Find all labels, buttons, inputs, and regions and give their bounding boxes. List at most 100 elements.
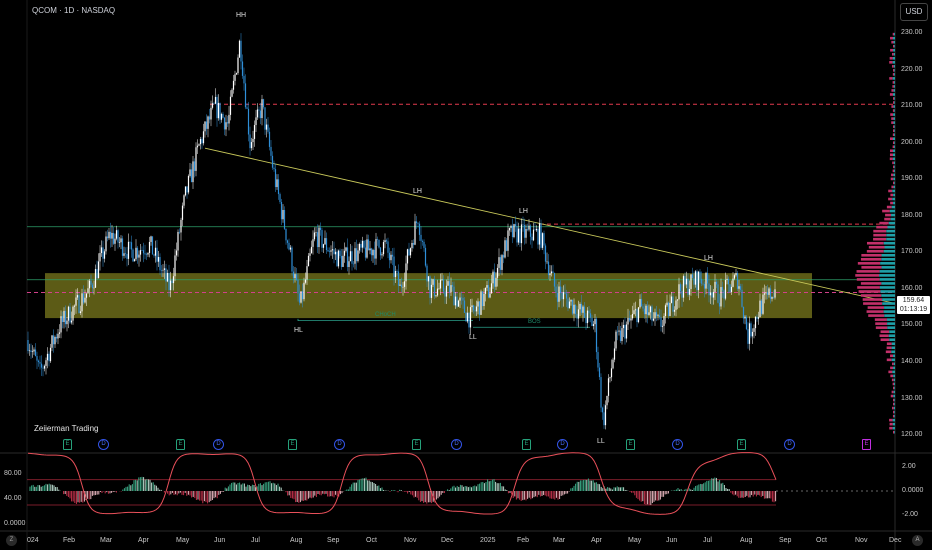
auto-scale-button[interactable]: A xyxy=(912,535,923,546)
volume-profile-bar xyxy=(893,394,895,398)
volume-profile-bar xyxy=(889,93,893,96)
candle-body xyxy=(399,284,401,286)
volume-profile-bar xyxy=(894,109,895,112)
candle-body xyxy=(739,286,742,290)
candle-body xyxy=(34,349,37,357)
volume-profile-bar xyxy=(893,185,895,189)
candle-body xyxy=(37,360,40,363)
candle-body xyxy=(675,300,677,310)
earnings-marker[interactable]: E xyxy=(862,439,871,450)
candle-body xyxy=(138,254,140,258)
volume-profile-bar xyxy=(890,36,894,40)
volume-profile-bar xyxy=(893,173,895,177)
volume-profile-bar xyxy=(893,65,895,68)
volume-profile-bar xyxy=(891,346,895,350)
candle-body xyxy=(28,350,31,352)
dividend-marker[interactable]: D xyxy=(98,439,109,450)
candle-body xyxy=(205,121,208,129)
candle-body xyxy=(27,340,29,351)
candle-body xyxy=(315,232,317,233)
candle-body xyxy=(582,306,584,313)
candle-body xyxy=(283,209,286,229)
candle-body xyxy=(79,311,82,313)
volume-profile-bar xyxy=(880,338,890,342)
earnings-marker[interactable]: E xyxy=(412,439,421,450)
candle-body xyxy=(351,251,353,264)
candle-body xyxy=(424,247,427,266)
candle-body xyxy=(633,310,635,315)
volume-profile-bar xyxy=(889,422,893,426)
candle-body xyxy=(246,107,248,109)
candle-body xyxy=(627,317,629,325)
dividend-marker[interactable]: D xyxy=(213,439,224,450)
volume-profile-bar xyxy=(894,129,895,132)
oscillator-right-tick: 2.00 xyxy=(902,463,916,470)
candle-body xyxy=(489,293,491,298)
candle-body xyxy=(388,252,391,261)
dividend-marker[interactable]: D xyxy=(557,439,568,450)
candle-body xyxy=(387,241,389,253)
time-tick: Sep xyxy=(779,537,792,544)
candle-body xyxy=(522,224,524,226)
dividend-marker[interactable]: D xyxy=(334,439,345,450)
candle-body xyxy=(757,317,760,319)
oscillator-right-tick: -2.00 xyxy=(902,511,918,518)
volume-profile-bar xyxy=(893,374,895,378)
currency-button[interactable]: USD xyxy=(900,3,928,21)
candle-body xyxy=(664,305,667,317)
earnings-marker[interactable]: E xyxy=(176,439,185,450)
price-tick: 210.00 xyxy=(901,102,923,110)
earnings-marker[interactable]: E xyxy=(63,439,72,450)
candle-body xyxy=(586,310,589,324)
volume-profile-bar xyxy=(894,145,895,149)
candle-body xyxy=(505,240,508,251)
candle-body xyxy=(114,238,116,244)
volume-profile-bar xyxy=(860,282,882,285)
volume-profile-bar xyxy=(892,169,895,173)
candle-body xyxy=(397,271,400,286)
candle-body xyxy=(534,229,536,231)
last-price-label: 159.64 01:13:19 xyxy=(897,296,930,314)
candle-body xyxy=(229,96,232,115)
candle-body xyxy=(328,251,331,252)
candle-body xyxy=(511,225,514,238)
candle-body xyxy=(447,281,449,286)
candle-body xyxy=(625,324,628,339)
dividend-marker[interactable]: D xyxy=(451,439,462,450)
time-tick: May xyxy=(628,537,642,544)
volume-profile-bar xyxy=(892,61,895,64)
candle-body xyxy=(736,272,739,289)
time-tick: 024 xyxy=(27,537,39,544)
earnings-marker[interactable]: E xyxy=(737,439,746,450)
volume-profile-bar xyxy=(891,173,894,177)
volume-profile-bar xyxy=(886,318,895,321)
candle-body xyxy=(207,116,209,129)
volume-profile-bar xyxy=(893,36,895,40)
candle-body xyxy=(318,227,320,248)
candle-body xyxy=(78,295,80,313)
candle-body xyxy=(216,96,218,119)
candle-body xyxy=(261,99,263,119)
candle-body xyxy=(292,271,295,279)
dividend-marker[interactable]: D xyxy=(784,439,795,450)
candle-body xyxy=(477,301,479,307)
candle-body xyxy=(235,73,238,75)
candle-body xyxy=(732,278,734,287)
volume-profile-bar xyxy=(868,314,885,317)
oscillator-line xyxy=(27,452,777,515)
tradingview-logo[interactable]: Z xyxy=(6,535,17,546)
dividend-marker[interactable]: D xyxy=(672,439,683,450)
candle-body xyxy=(106,236,109,239)
earnings-marker[interactable]: E xyxy=(626,439,635,450)
volume-profile-bar xyxy=(892,133,895,136)
volume-profile-bar xyxy=(880,290,895,293)
candle-body xyxy=(547,261,550,276)
earnings-marker[interactable]: E xyxy=(288,439,297,450)
candle-body xyxy=(654,312,656,319)
volume-profile-bar xyxy=(892,32,895,36)
candle-body xyxy=(658,315,661,318)
earnings-marker[interactable]: E xyxy=(522,439,531,450)
candle-body xyxy=(765,292,767,294)
volume-profile-bar xyxy=(889,56,893,60)
